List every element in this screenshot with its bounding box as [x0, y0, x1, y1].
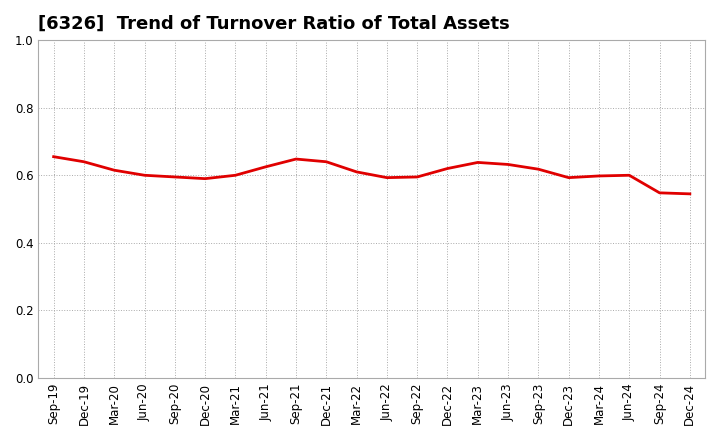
Text: [6326]  Trend of Turnover Ratio of Total Assets: [6326] Trend of Turnover Ratio of Total … — [38, 15, 510, 33]
